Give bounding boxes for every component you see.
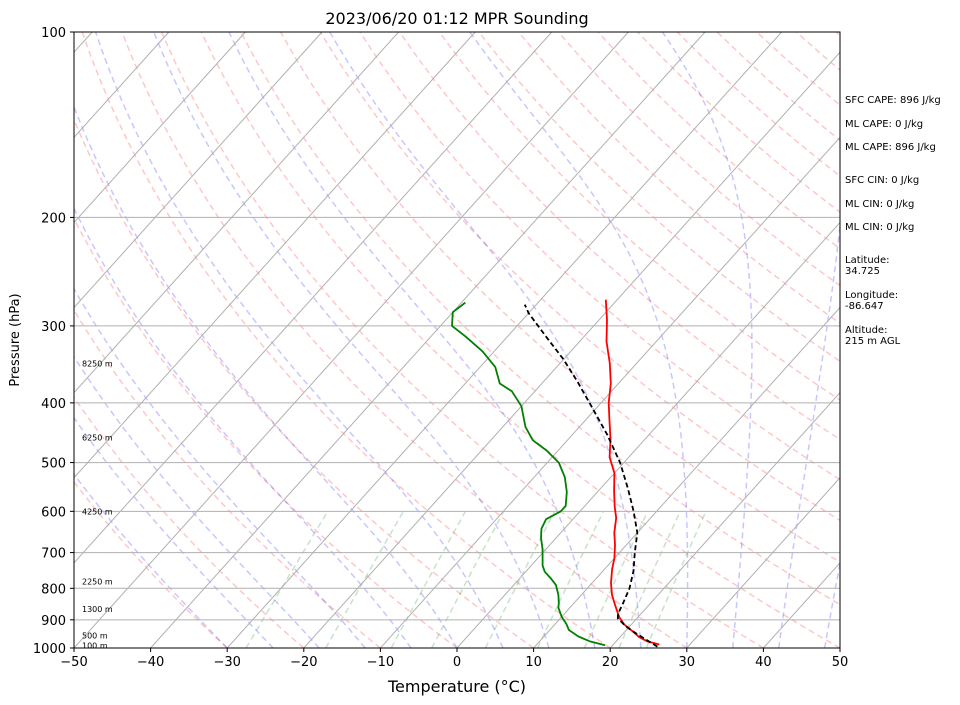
dry-adiabat xyxy=(319,32,840,522)
dry-adiabat xyxy=(200,32,840,648)
isotherm xyxy=(74,32,476,479)
chart-title: 2023/06/20 01:12 MPR Sounding xyxy=(325,9,588,28)
ml-cape-stat-2: ML CAPE: 896 J/kg xyxy=(845,142,936,153)
dry-adiabat xyxy=(279,32,840,563)
isotherm xyxy=(686,477,840,648)
moist-adiabat xyxy=(74,473,228,648)
dry-adiabat xyxy=(518,32,840,325)
series-dewpoint-line xyxy=(451,301,606,647)
ml-cin-stat-2: ML CIN: 0 J/kg xyxy=(845,222,915,233)
ml-cin-stat: ML CIN: 0 J/kg xyxy=(845,199,915,210)
isotherm xyxy=(533,306,840,648)
height-label: 2250 m xyxy=(82,578,113,587)
moist-adiabat xyxy=(74,104,458,648)
moist-adiabat xyxy=(74,416,274,648)
dry-adiabat xyxy=(240,32,840,606)
isotherm xyxy=(303,51,840,648)
moist-adiabat xyxy=(823,560,840,648)
ml-cape-stat: ML CAPE: 0 J/kg xyxy=(845,119,924,130)
moist-adiabat xyxy=(329,32,642,648)
x-tick-label: −30 xyxy=(213,655,240,670)
x-tick-label: 50 xyxy=(832,655,849,670)
moist-adiabat xyxy=(661,32,753,648)
x-tick-label: −50 xyxy=(60,655,87,670)
isotherm xyxy=(609,391,840,648)
dry-adiabat xyxy=(74,396,305,648)
mixing-ratio-line xyxy=(325,510,405,648)
x-axis-label: Temperature (°C) xyxy=(387,677,526,696)
height-label: 8250 m xyxy=(82,359,113,368)
y-tick-label: 200 xyxy=(41,211,66,226)
isotherm xyxy=(74,32,629,648)
dry-adiabat xyxy=(74,217,458,648)
mixing-ratio-line xyxy=(536,510,605,648)
height-label: 500 m xyxy=(82,632,108,641)
sfc-cin-stat: SFC CIN: 0 J/kg xyxy=(845,175,920,186)
height-label: 1300 m xyxy=(82,605,113,614)
isotherm xyxy=(74,32,399,394)
isotherm xyxy=(74,32,246,224)
sfc-cape-stat: SFC CAPE: 896 J/kg xyxy=(845,95,941,106)
y-tick-label: 700 xyxy=(41,547,66,562)
mixing-ratio-line xyxy=(390,510,467,648)
y-tick-label: 300 xyxy=(41,320,66,335)
moist-adiabat xyxy=(74,287,366,648)
height-label: 6250 m xyxy=(82,433,113,442)
isotherm xyxy=(456,221,840,648)
dry-adiabat xyxy=(74,480,228,648)
isotherm xyxy=(226,32,782,648)
mixing-ratio-line xyxy=(245,510,329,648)
moist-adiabat xyxy=(469,32,689,648)
dry-adiabat xyxy=(74,308,381,648)
y-tick-label: 500 xyxy=(41,457,66,472)
height-label: 100 m xyxy=(82,641,108,650)
isotherm xyxy=(74,32,553,564)
x-tick-label: 20 xyxy=(602,655,619,670)
moist-adiabat xyxy=(777,218,840,648)
y-tick-label: 100 xyxy=(41,26,66,41)
x-tick-label: 30 xyxy=(679,655,696,670)
dry-adiabat xyxy=(160,32,764,648)
y-axis-label: Pressure (hPa) xyxy=(8,293,23,386)
x-tick-label: −10 xyxy=(367,655,394,670)
moist-adiabat xyxy=(74,206,412,648)
x-tick-label: 0 xyxy=(453,655,461,670)
dry-adiabat xyxy=(81,32,611,648)
series-parcel-line xyxy=(523,304,658,648)
height-label: 4250 m xyxy=(82,507,113,516)
x-tick-label: −40 xyxy=(137,655,164,670)
longitude-stat: Longitude: -86.647 xyxy=(845,290,899,312)
y-tick-label: 900 xyxy=(41,614,66,629)
moist-adiabat xyxy=(153,32,550,648)
dry-adiabat xyxy=(121,32,688,648)
isotherm xyxy=(74,32,170,139)
x-tick-label: 40 xyxy=(755,655,772,670)
y-tick-label: 800 xyxy=(41,582,66,597)
mixing-ratio-line xyxy=(431,510,505,648)
dry-adiabat xyxy=(478,32,840,363)
y-tick-label: 600 xyxy=(41,505,66,520)
dry-adiabat xyxy=(74,118,535,648)
moist-adiabat xyxy=(94,32,504,648)
x-tick-label: 10 xyxy=(525,655,542,670)
y-tick-label: 400 xyxy=(41,397,66,412)
moist-adiabat xyxy=(228,32,596,648)
isotherm xyxy=(150,32,706,648)
isotherm xyxy=(74,32,323,309)
y-tick-label: 1000 xyxy=(33,642,66,657)
latitude-stat: Latitude: 34.725 xyxy=(845,255,890,277)
mixing-ratio-line xyxy=(484,510,556,648)
isotherm xyxy=(380,136,840,648)
x-tick-label: −20 xyxy=(290,655,317,670)
dry-adiabat xyxy=(557,32,840,287)
altitude-stat: Altitude: 215 m AGL xyxy=(845,325,901,347)
